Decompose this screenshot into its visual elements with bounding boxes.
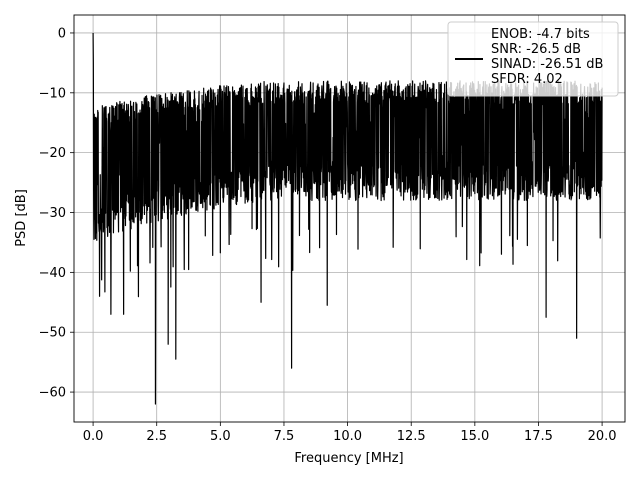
x-tick-label: 20.0 bbox=[588, 429, 617, 444]
x-tick-label: 2.5 bbox=[146, 429, 167, 444]
psd-line bbox=[92, 32, 603, 405]
x-axis-ticks: 0.0 2.5 5.0 7.5 10.0 12.5 15.0 17.5 20.0 bbox=[83, 422, 617, 444]
y-tick-label: −20 bbox=[39, 146, 66, 161]
legend-line-enob: ENOB: -4.7 bits bbox=[491, 27, 590, 42]
y-tick-label: −50 bbox=[39, 326, 66, 341]
y-tick-label: −30 bbox=[39, 206, 66, 221]
legend: ENOB: -4.7 bits SNR: -26.5 dB SINAD: -26… bbox=[447, 21, 619, 97]
y-tick-label: −60 bbox=[39, 386, 66, 401]
x-tick-label: 7.5 bbox=[274, 429, 295, 444]
y-tick-label: −40 bbox=[39, 266, 66, 281]
x-tick-label: 5.0 bbox=[210, 429, 231, 444]
x-tick-label: 17.5 bbox=[524, 429, 553, 444]
series-psd bbox=[92, 32, 603, 405]
legend-line-snr: SNR: -26.5 dB bbox=[491, 42, 581, 57]
y-tick-label: −10 bbox=[39, 86, 66, 101]
y-tick-label: 0 bbox=[58, 26, 66, 41]
x-tick-label: 0.0 bbox=[83, 429, 104, 444]
x-tick-label: 10.0 bbox=[333, 429, 362, 444]
plot-frame bbox=[73, 14, 626, 423]
y-axis-label: PSD [dB] bbox=[14, 189, 29, 247]
legend-box bbox=[447, 21, 619, 97]
x-tick-label: 15.0 bbox=[460, 429, 489, 444]
legend-line-sfdr: SFDR: 4.02 bbox=[491, 72, 563, 87]
legend-line-sinad: SINAD: -26.51 dB bbox=[491, 57, 603, 72]
y-axis-ticks: 0 −10 −20 −30 −40 −50 −60 bbox=[39, 26, 74, 401]
x-axis-label: Frequency [MHz] bbox=[294, 451, 403, 466]
x-tick-label: 12.5 bbox=[397, 429, 426, 444]
